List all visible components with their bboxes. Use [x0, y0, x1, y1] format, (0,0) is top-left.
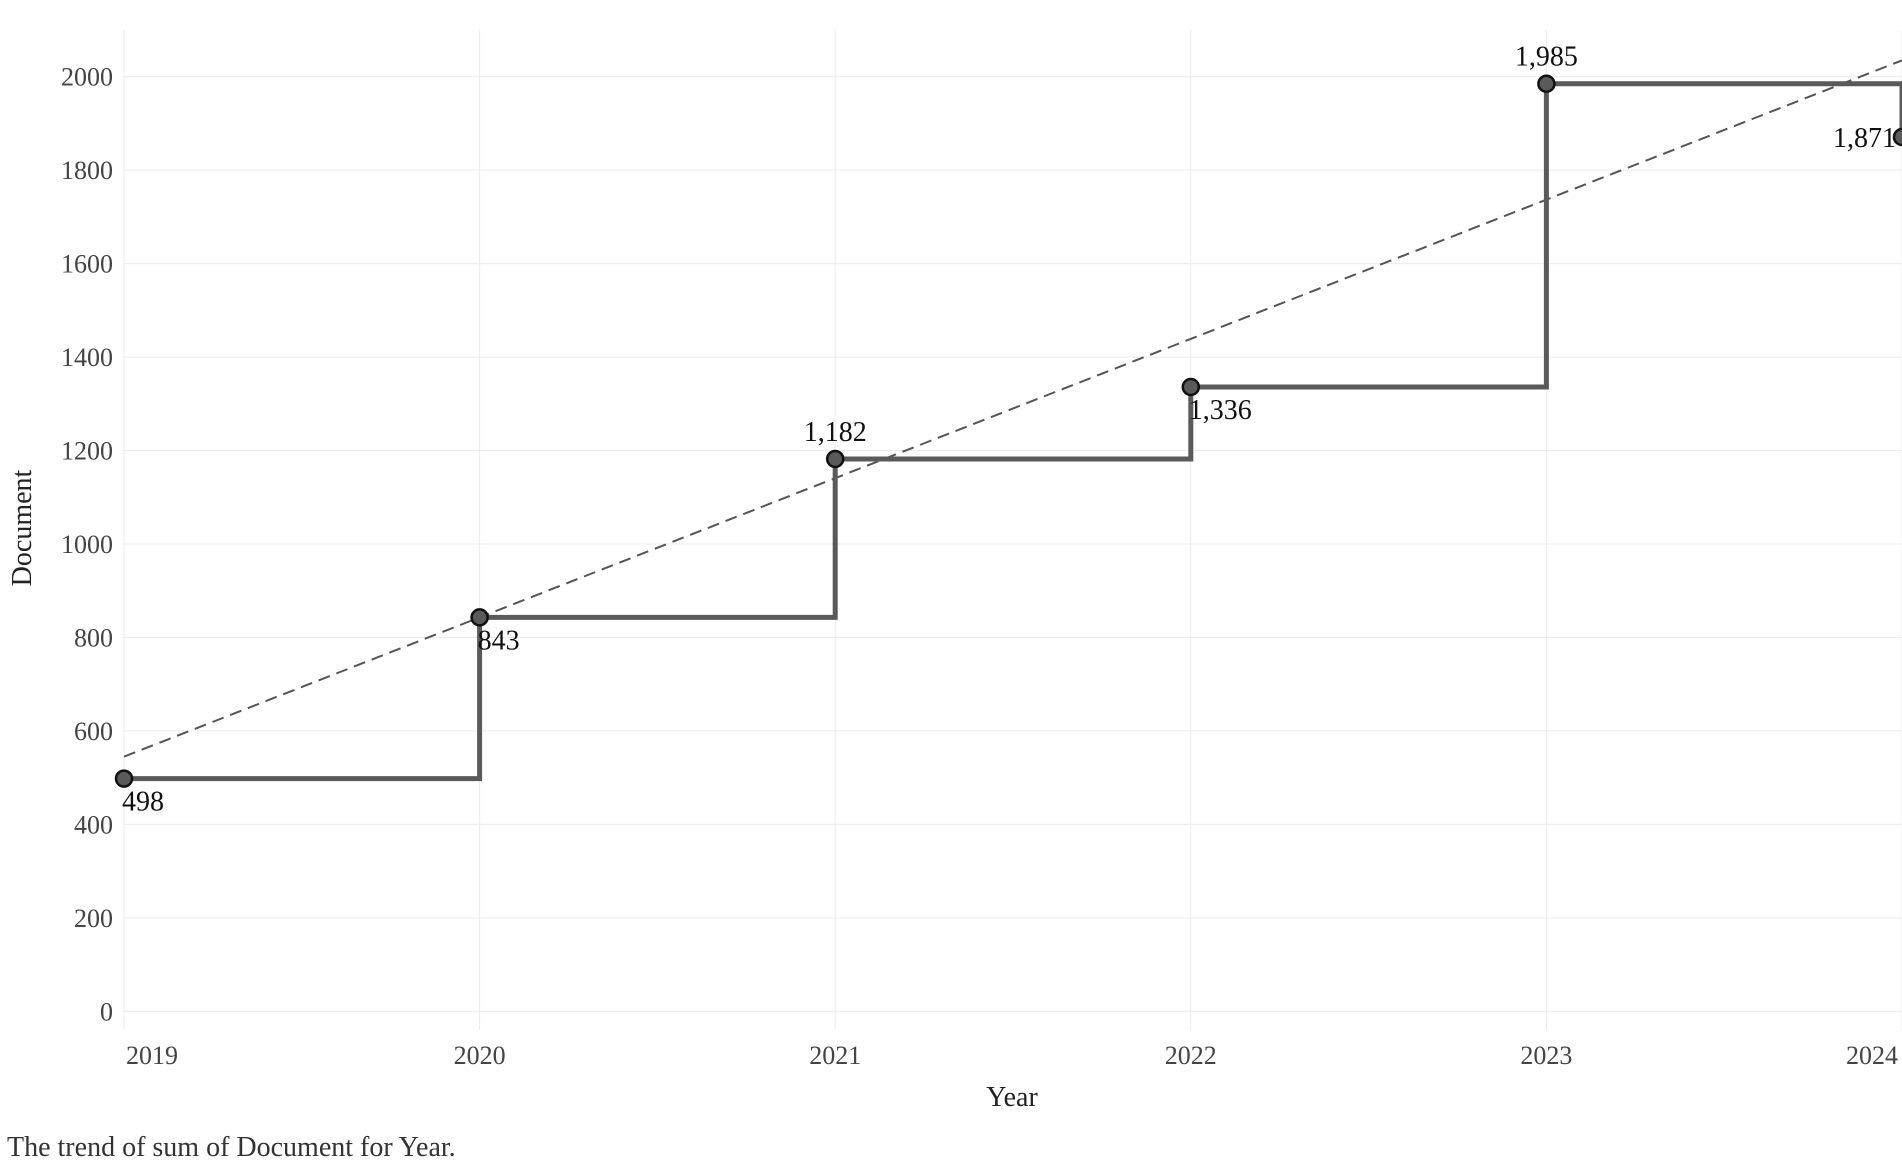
- y-tick-label: 600: [74, 717, 113, 746]
- data-label-layer: 498 843 1,182 1,336 1,985 1,871: [122, 42, 1896, 818]
- data-label: 1,871: [1833, 123, 1896, 154]
- data-point: [470, 608, 489, 627]
- data-label: 1,336: [1189, 395, 1252, 426]
- data-point: [1537, 74, 1556, 93]
- x-tick-label: 2022: [1165, 1041, 1217, 1070]
- y-tick-label: 800: [74, 623, 113, 652]
- data-label: 498: [122, 787, 164, 818]
- y-tick-label: 1000: [61, 530, 113, 559]
- data-label: 1,985: [1515, 42, 1578, 73]
- grid: [123, 30, 1902, 1030]
- trend-line: [123, 59, 1902, 758]
- y-tick-label: 0: [100, 997, 113, 1026]
- y-axis-title: Document: [7, 469, 38, 586]
- data-label: 843: [478, 625, 520, 656]
- y-tick-label: 1200: [61, 437, 113, 466]
- data-label: 1,182: [804, 417, 867, 448]
- y-tick-label: 1400: [61, 343, 113, 372]
- series-step-line: [124, 81, 1902, 782]
- data-point: [1181, 377, 1201, 397]
- chart-caption: The trend of sum of Document for Year.: [7, 1132, 456, 1163]
- x-tick-label: 2021: [809, 1041, 861, 1070]
- y-tick-label: 200: [74, 904, 113, 933]
- tick-label-layer: 0 200 400 600 800 1000 1200 1400 1600 1800 2000 201…: [61, 63, 1898, 1070]
- data-point: [1892, 127, 1902, 147]
- series-layer: [114, 74, 1902, 788]
- x-axis-title: Year: [986, 1082, 1038, 1113]
- x-tick-label: 2019: [126, 1041, 178, 1070]
- y-tick-label: 2000: [61, 63, 113, 92]
- data-point: [825, 449, 845, 469]
- y-tick-label: 1800: [61, 156, 113, 185]
- x-tick-label: 2024: [1846, 1041, 1898, 1070]
- data-point: [114, 769, 134, 788]
- y-tick-label: 1600: [61, 250, 113, 279]
- trend-layer: [123, 59, 1902, 758]
- x-tick-label: 2020: [454, 1041, 506, 1070]
- y-tick-label: 400: [74, 810, 113, 839]
- x-tick-label: 2023: [1520, 1041, 1572, 1070]
